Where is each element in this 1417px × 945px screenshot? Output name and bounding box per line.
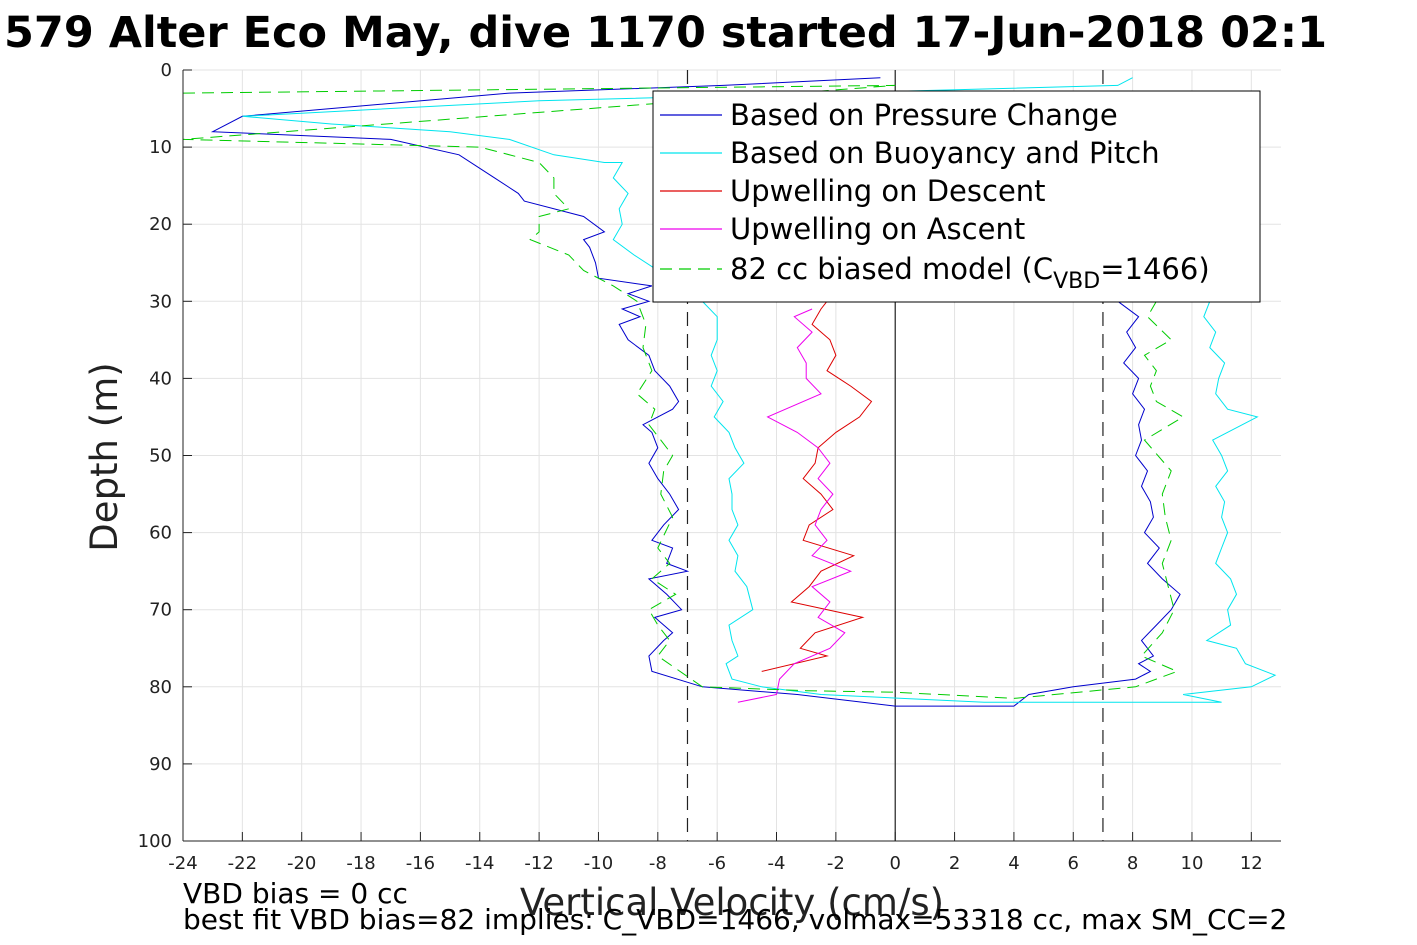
series-line-0 (210, 77, 1181, 707)
y-tick-label: 10 (149, 137, 172, 158)
legend-label-4: 82 cc biased model (CVBD=1466) (730, 252, 1210, 294)
vbd-bias-annotation: VBD bias = 0 cc (183, 877, 408, 910)
y-tick-label: 50 (149, 446, 172, 467)
series-line-3 (737, 308, 853, 703)
y-tick-label: 0 (161, 60, 172, 81)
x-tick-label: -8 (649, 853, 667, 874)
y-tick-label: 100 (138, 831, 172, 852)
y-tick-labels: 0 10 20 30 40 50 60 70 80 90 100 (138, 60, 172, 852)
x-tick-label: 6 (1068, 853, 1079, 874)
x-tick-labels: -24 -22 -20 -18 -16 -14 -12 -10 -8 -6 -4 -2 0 2 4 6 8 10 1… (168, 853, 1262, 874)
x-tick-label: 4 (1008, 853, 1019, 874)
y-tick-label: 60 (149, 523, 172, 544)
x-tick-label: -18 (346, 853, 375, 874)
x-axis-label: Vertical Velocity (cm/s) (520, 881, 944, 924)
axes (182, 69, 1281, 842)
y-tick-label: 40 (149, 368, 172, 389)
legend-label-0: Based on Pressure Change (730, 98, 1118, 132)
x-tick-label: 8 (1127, 853, 1138, 874)
best-fit-annotation: best fit VBD bias=82 implies: C_VBD=1466… (183, 903, 1287, 936)
x-tick-label: -24 (168, 853, 197, 874)
y-axis-label: Depth (m) (83, 362, 126, 551)
y-tick-label: 70 (149, 600, 172, 621)
x-tick-label: -16 (406, 853, 435, 874)
x-tick-label: 0 (889, 853, 900, 874)
legend-label-2: Upwelling on Descent (730, 174, 1046, 208)
x-tick-label: -14 (465, 853, 494, 874)
x-tick-label: -6 (708, 853, 726, 874)
x-tick-label: -2 (827, 853, 845, 874)
series-lines (182, 77, 1277, 707)
x-tick-label: -4 (768, 853, 786, 874)
series-line-1 (242, 77, 1277, 703)
series-line-4 (182, 84, 1185, 699)
y-tick-label: 20 (149, 214, 172, 235)
chart-title: 579 Alter Eco May, dive 1170 started 17-… (4, 8, 1327, 58)
x-tick-label: -22 (228, 853, 257, 874)
x-tick-label: -12 (524, 853, 553, 874)
legend-label-1: Based on Buoyancy and Pitch (730, 136, 1160, 170)
y-tick-label: 30 (149, 291, 172, 312)
legend: Based on Pressure Change Based on Buoyanc… (652, 90, 1261, 303)
x-tick-label: -10 (584, 853, 613, 874)
legend-box (652, 90, 1261, 303)
x-tick-label: -20 (287, 853, 316, 874)
x-tick-label: 10 (1181, 853, 1204, 874)
series-line-2 (761, 300, 873, 672)
x-tick-label: 12 (1240, 853, 1263, 874)
legend-label-3: Upwelling on Ascent (730, 212, 1025, 246)
y-tick-label: 80 (149, 677, 172, 698)
y-tick-label: 90 (149, 754, 172, 775)
x-tick-label: 2 (949, 853, 960, 874)
